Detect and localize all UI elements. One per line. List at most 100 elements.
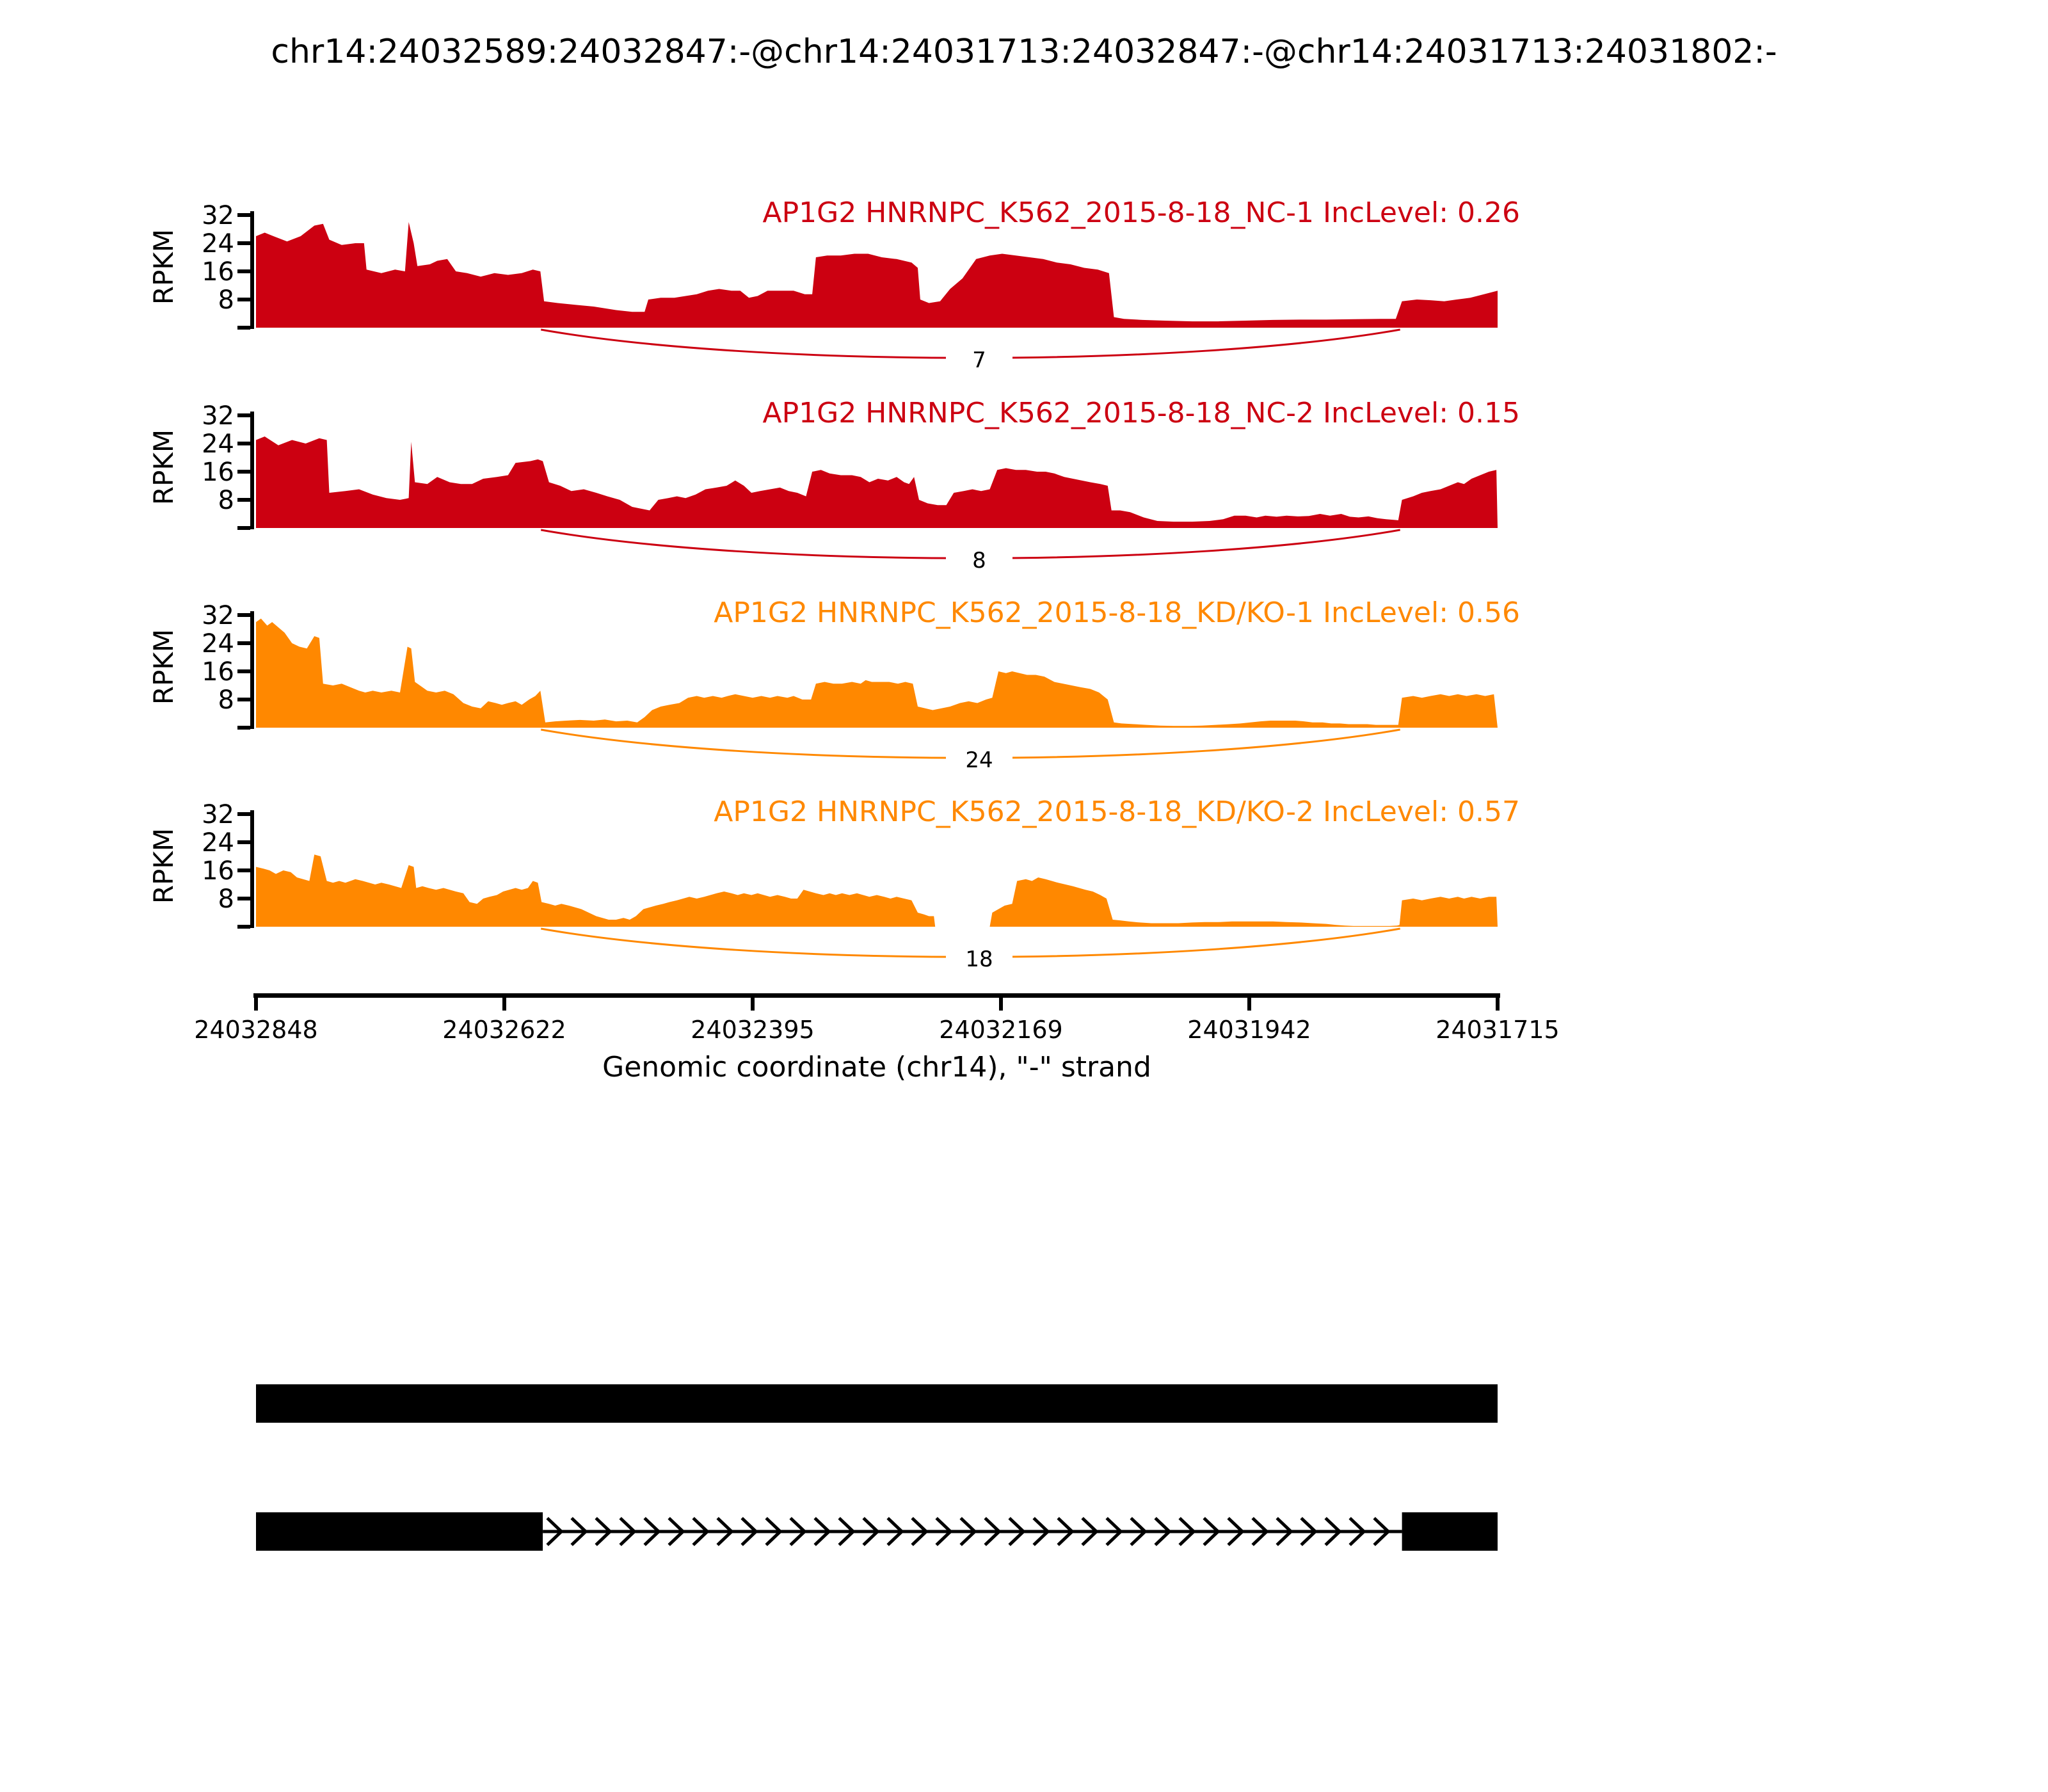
skipping-isoform-exon bbox=[256, 1512, 543, 1551]
strand-arrow-icon bbox=[1081, 1517, 1099, 1546]
figure-title: chr14:24032589:24032847:-@chr14:24031713… bbox=[271, 33, 1777, 71]
x-axis: 24032848 24032622 24032395 24032169 24031942… bbox=[194, 993, 1560, 1084]
y-axis-tick bbox=[237, 897, 250, 900]
y-axis-tick bbox=[237, 470, 250, 474]
strand-arrow-icon bbox=[1348, 1517, 1366, 1546]
coverage-area bbox=[256, 436, 1498, 528]
y-axis-tick bbox=[237, 241, 250, 245]
strand-arrow-icon bbox=[692, 1517, 710, 1546]
strand-arrow-icon bbox=[1008, 1517, 1026, 1546]
y-axis-title: RPKM bbox=[148, 429, 179, 505]
intron-line bbox=[543, 1530, 1402, 1533]
y-tick-label: 24 bbox=[202, 429, 234, 459]
y-tick-label: 24 bbox=[202, 229, 234, 259]
y-tick-label: 16 bbox=[202, 856, 234, 886]
y-axis-tick bbox=[237, 269, 250, 273]
y-axis-spine bbox=[250, 810, 254, 928]
y-axis-tick bbox=[237, 498, 250, 502]
strand-arrow-icon bbox=[886, 1517, 904, 1546]
y-axis-title: RPKM bbox=[148, 629, 179, 705]
junction-read-count: 8 bbox=[972, 548, 986, 573]
y-axis-tick bbox=[237, 925, 250, 929]
x-axis-tick bbox=[1247, 998, 1251, 1011]
strand-arrow-icon bbox=[838, 1517, 856, 1546]
strand-arrow-icon bbox=[1276, 1517, 1293, 1546]
x-tick-label: 24032848 bbox=[194, 1016, 317, 1044]
y-axis-spine bbox=[250, 611, 254, 729]
y-axis-tick bbox=[237, 812, 250, 816]
x-axis-line bbox=[253, 993, 1500, 998]
strand-arrow-icon bbox=[1057, 1517, 1075, 1546]
strand-arrow-icon bbox=[984, 1517, 1002, 1546]
strand-arrow-icon bbox=[789, 1517, 807, 1546]
y-axis-tick bbox=[237, 526, 250, 530]
y-axis-spine bbox=[250, 412, 254, 529]
y-axis-tick bbox=[237, 298, 250, 301]
strand-arrow-icon bbox=[740, 1517, 758, 1546]
junction-label-mask bbox=[946, 541, 1012, 575]
strand-arrow-icon bbox=[1154, 1517, 1172, 1546]
y-axis-title: RPKM bbox=[148, 229, 179, 305]
y-tick-label: 32 bbox=[202, 800, 234, 829]
y-tick-label: 8 bbox=[218, 884, 234, 914]
strand-arrow-icon bbox=[668, 1517, 685, 1546]
strand-arrow-icon bbox=[862, 1517, 880, 1546]
y-tick-label: 32 bbox=[202, 601, 234, 630]
junction-read-count: 24 bbox=[965, 748, 993, 773]
y-tick-label: 16 bbox=[202, 257, 234, 287]
y-tick-label: 16 bbox=[202, 458, 234, 487]
strand-arrow-icon bbox=[1178, 1517, 1196, 1546]
strand-arrow-icon bbox=[570, 1517, 588, 1546]
strand-arrow-icon bbox=[595, 1517, 612, 1546]
y-axis-tick bbox=[237, 868, 250, 872]
junction-read-count: 18 bbox=[965, 947, 993, 972]
strand-arrow-icon bbox=[813, 1517, 831, 1546]
strand-arrow-icon bbox=[1105, 1517, 1123, 1546]
strand-arrow-icon bbox=[935, 1517, 953, 1546]
y-axis-tick bbox=[237, 840, 250, 844]
strand-arrow-icon bbox=[1227, 1517, 1245, 1546]
strand-arrow-icon bbox=[1032, 1517, 1050, 1546]
y-tick-label: 24 bbox=[202, 828, 234, 858]
inclusion-isoform-exon bbox=[256, 1384, 1498, 1423]
strand-arrow-icon bbox=[1324, 1517, 1342, 1546]
y-axis-title: RPKM bbox=[148, 828, 179, 904]
strand-arrow-icon bbox=[716, 1517, 734, 1546]
strand-arrow-icon bbox=[911, 1517, 929, 1546]
strand-arrow-icon bbox=[1203, 1517, 1220, 1546]
strand-arrow-icon bbox=[643, 1517, 661, 1546]
track-title: AP1G2 HNRNPC_K562_2015-8-18_KD/KO-1 IncL… bbox=[714, 596, 1520, 629]
strand-arrow-icon bbox=[959, 1517, 977, 1546]
track-title: AP1G2 HNRNPC_K562_2015-8-18_NC-2 IncLeve… bbox=[763, 397, 1520, 429]
x-tick-label: 24031715 bbox=[1436, 1016, 1559, 1044]
y-axis-tick bbox=[237, 613, 250, 617]
junction-label-mask bbox=[946, 340, 1012, 375]
y-tick-label: 32 bbox=[202, 201, 234, 230]
y-axis-tick bbox=[237, 442, 250, 445]
x-axis-title: Genomic coordinate (chr14), "-" strand bbox=[602, 1051, 1151, 1084]
x-axis-tick bbox=[999, 998, 1003, 1011]
x-axis-tick bbox=[502, 998, 506, 1011]
x-axis-tick bbox=[1496, 998, 1500, 1011]
strand-arrow-icon bbox=[1300, 1517, 1318, 1546]
y-tick-label: 24 bbox=[202, 629, 234, 659]
strand-arrow-icon bbox=[1251, 1517, 1269, 1546]
x-tick-label: 24032169 bbox=[939, 1016, 1062, 1044]
y-axis-tick bbox=[237, 641, 250, 645]
junction-read-count: 7 bbox=[972, 348, 986, 373]
y-axis-tick bbox=[237, 726, 250, 730]
y-axis-tick bbox=[237, 669, 250, 673]
coverage-area bbox=[256, 618, 1498, 728]
junction-label-mask bbox=[946, 740, 1012, 775]
y-tick-label: 8 bbox=[218, 486, 234, 515]
y-axis-tick bbox=[237, 698, 250, 701]
track-title: AP1G2 HNRNPC_K562_2015-8-18_NC-1 IncLeve… bbox=[763, 196, 1520, 229]
y-axis-tick bbox=[237, 413, 250, 417]
gene-model bbox=[256, 1384, 1498, 1551]
